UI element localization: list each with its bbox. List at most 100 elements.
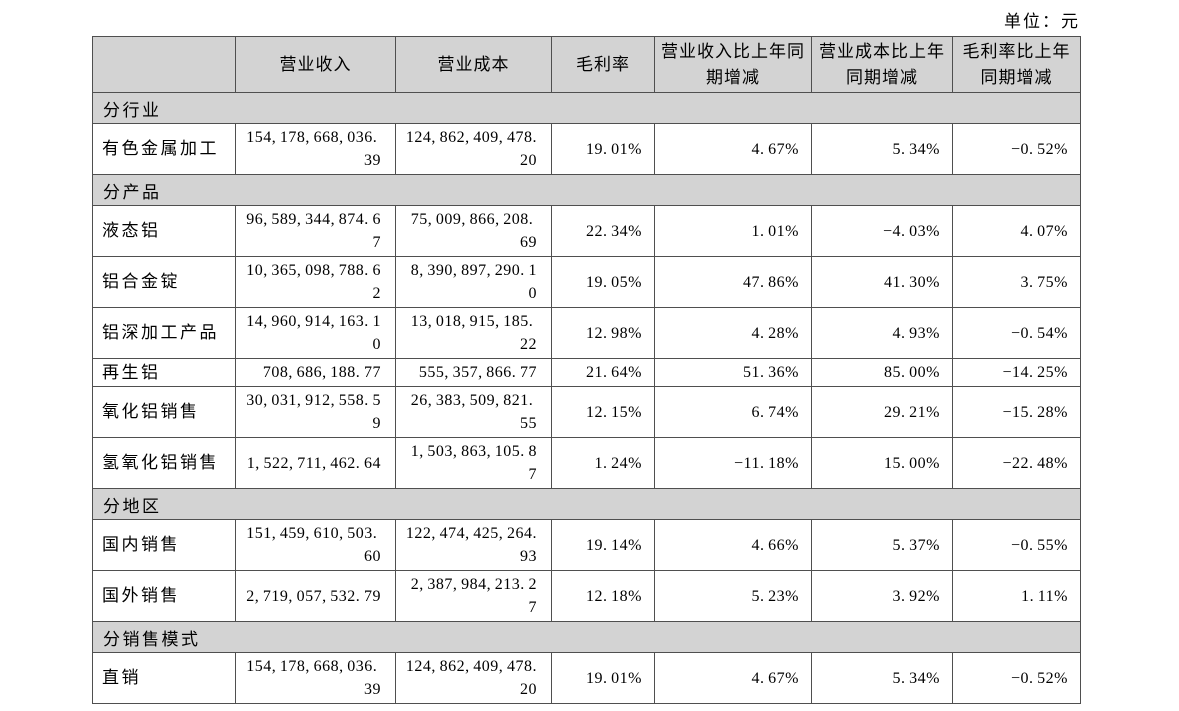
column-header-revenue-yoy: 营业收入比上年同期增减 [654, 36, 812, 93]
margin-yoy-cell: −15. 28% [952, 386, 1081, 438]
table-row: 铝深加工产品 14, 960, 914, 163. 10 13, 018, 915,… [92, 307, 1081, 359]
table-row: 液态铝 96, 589, 344, 874. 67 75, 009, 866, 20… [92, 205, 1081, 257]
section-label: 分行业 [92, 92, 1081, 124]
revenue-yoy-cell: −11. 18% [654, 437, 812, 489]
revenue-yoy-cell: 47. 86% [654, 256, 812, 308]
cost-cell: 2, 387, 984, 213. 27 [395, 570, 552, 622]
column-header-cost-yoy: 营业成本比上年同期增减 [811, 36, 953, 93]
cost-yoy-cell: 5. 34% [811, 123, 953, 175]
header-row: 营业收入 营业成本 毛利率 营业收入比上年同期增减 营业成本比上年同期增减 毛利… [92, 36, 1081, 93]
revenue-yoy-cell: 4. 66% [654, 519, 812, 571]
column-header-revenue: 营业收入 [235, 36, 396, 93]
cost-yoy-cell: 5. 34% [811, 652, 953, 704]
revenue-cell: 30, 031, 912, 558. 59 [235, 386, 396, 438]
margin-yoy-cell: −0. 52% [952, 123, 1081, 175]
revenue-yoy-cell: 4. 67% [654, 652, 812, 704]
unit-label: 单位：元 [1004, 12, 1080, 31]
gross-margin-cell: 12. 98% [551, 307, 655, 359]
table-row: 国外销售 2, 719, 057, 532. 79 2, 387, 984, 213… [92, 570, 1081, 622]
revenue-cell: 708, 686, 188. 77 [235, 358, 396, 387]
revenue-yoy-cell: 5. 23% [654, 570, 812, 622]
gross-margin-cell: 19. 05% [551, 256, 655, 308]
table-row: 有色金属加工 154, 178, 668, 036. 39 124, 862, 40… [92, 123, 1081, 175]
cost-cell: 8, 390, 897, 290. 10 [395, 256, 552, 308]
margin-yoy-cell: 3. 75% [952, 256, 1081, 308]
gross-margin-cell: 22. 34% [551, 205, 655, 257]
section-header-row: 分行业 [92, 92, 1081, 124]
cost-yoy-cell: 3. 92% [811, 570, 953, 622]
category-cell: 氢氧化铝销售 [92, 437, 236, 489]
table-row: 再生铝 708, 686, 188. 77 555, 357, 866. 77 21.… [92, 358, 1081, 387]
cost-yoy-cell: 4. 93% [811, 307, 953, 359]
cost-cell: 122, 474, 425, 264. 93 [395, 519, 552, 571]
section-header-row: 分产品 [92, 174, 1081, 206]
revenue-cell: 154, 178, 668, 036. 39 [235, 652, 396, 704]
revenue-yoy-cell: 4. 28% [654, 307, 812, 359]
table-row: 氧化铝销售 30, 031, 912, 558. 59 26, 383, 509, … [92, 386, 1081, 438]
category-cell: 国外销售 [92, 570, 236, 622]
category-cell: 铝深加工产品 [92, 307, 236, 359]
section-header-row: 分地区 [92, 488, 1081, 520]
revenue-cell: 154, 178, 668, 036. 39 [235, 123, 396, 175]
category-cell: 直销 [92, 652, 236, 704]
corner-header-cell [92, 36, 236, 93]
table-row: 直销 154, 178, 668, 036. 39 124, 862, 409, 4… [92, 652, 1081, 704]
margin-yoy-cell: −0. 55% [952, 519, 1081, 571]
margin-yoy-cell: −0. 52% [952, 652, 1081, 704]
gross-margin-cell: 12. 15% [551, 386, 655, 438]
category-cell: 氧化铝销售 [92, 386, 236, 438]
revenue-cell: 14, 960, 914, 163. 10 [235, 307, 396, 359]
table-body: 分行业 有色金属加工 154, 178, 668, 036. 39 124, 862,… [92, 92, 1081, 704]
cost-yoy-cell: 29. 21% [811, 386, 953, 438]
cost-cell: 26, 383, 509, 821. 55 [395, 386, 552, 438]
table-row: 国内销售 151, 459, 610, 503. 60 122, 474, 425,… [92, 519, 1081, 571]
gross-margin-cell: 19. 01% [551, 652, 655, 704]
cost-cell: 124, 862, 409, 478. 20 [395, 652, 552, 704]
cost-yoy-cell: 85. 00% [811, 358, 953, 387]
gross-margin-cell: 19. 14% [551, 519, 655, 571]
category-cell: 铝合金锭 [92, 256, 236, 308]
revenue-cell: 151, 459, 610, 503. 60 [235, 519, 396, 571]
cost-cell: 555, 357, 866. 77 [395, 358, 552, 387]
revenue-cell: 1, 522, 711, 462. 64 [235, 437, 396, 489]
revenue-yoy-cell: 1. 01% [654, 205, 812, 257]
table-row: 氢氧化铝销售 1, 522, 711, 462. 64 1, 503, 863, 1… [92, 437, 1081, 489]
section-label: 分地区 [92, 488, 1081, 520]
section-label: 分产品 [92, 174, 1081, 206]
cost-cell: 124, 862, 409, 478. 20 [395, 123, 552, 175]
column-header-margin-yoy: 毛利率比上年同期增减 [952, 36, 1081, 93]
revenue-cell: 96, 589, 344, 874. 67 [235, 205, 396, 257]
category-cell: 国内销售 [92, 519, 236, 571]
column-header-cost: 营业成本 [395, 36, 552, 93]
gross-margin-cell: 21. 64% [551, 358, 655, 387]
cost-yoy-cell: 41. 30% [811, 256, 953, 308]
cost-cell: 75, 009, 866, 208. 69 [395, 205, 552, 257]
category-cell: 再生铝 [92, 358, 236, 387]
revenue-cell: 10, 365, 098, 788. 62 [235, 256, 396, 308]
revenue-yoy-cell: 6. 74% [654, 386, 812, 438]
cost-cell: 1, 503, 863, 105. 87 [395, 437, 552, 489]
category-cell: 有色金属加工 [92, 123, 236, 175]
segment-financials-table: 营业收入 营业成本 毛利率 营业收入比上年同期增减 营业成本比上年同期增减 毛利… [92, 36, 1081, 704]
section-label: 分销售模式 [92, 621, 1081, 653]
revenue-yoy-cell: 4. 67% [654, 123, 812, 175]
category-cell: 液态铝 [92, 205, 236, 257]
cost-yoy-cell: 15. 00% [811, 437, 953, 489]
cost-cell: 13, 018, 915, 185. 22 [395, 307, 552, 359]
cost-yoy-cell: −4. 03% [811, 205, 953, 257]
column-header-gross-margin: 毛利率 [551, 36, 655, 93]
table-row: 铝合金锭 10, 365, 098, 788. 62 8, 390, 897, 29… [92, 256, 1081, 308]
margin-yoy-cell: −14. 25% [952, 358, 1081, 387]
table-header: 营业收入 营业成本 毛利率 营业收入比上年同期增减 营业成本比上年同期增减 毛利… [92, 36, 1081, 93]
margin-yoy-cell: 1. 11% [952, 570, 1081, 622]
gross-margin-cell: 1. 24% [551, 437, 655, 489]
cost-yoy-cell: 5. 37% [811, 519, 953, 571]
section-header-row: 分销售模式 [92, 621, 1081, 653]
margin-yoy-cell: 4. 07% [952, 205, 1081, 257]
revenue-yoy-cell: 51. 36% [654, 358, 812, 387]
margin-yoy-cell: −22. 48% [952, 437, 1081, 489]
margin-yoy-cell: −0. 54% [952, 307, 1081, 359]
gross-margin-cell: 12. 18% [551, 570, 655, 622]
gross-margin-cell: 19. 01% [551, 123, 655, 175]
revenue-cell: 2, 719, 057, 532. 79 [235, 570, 396, 622]
